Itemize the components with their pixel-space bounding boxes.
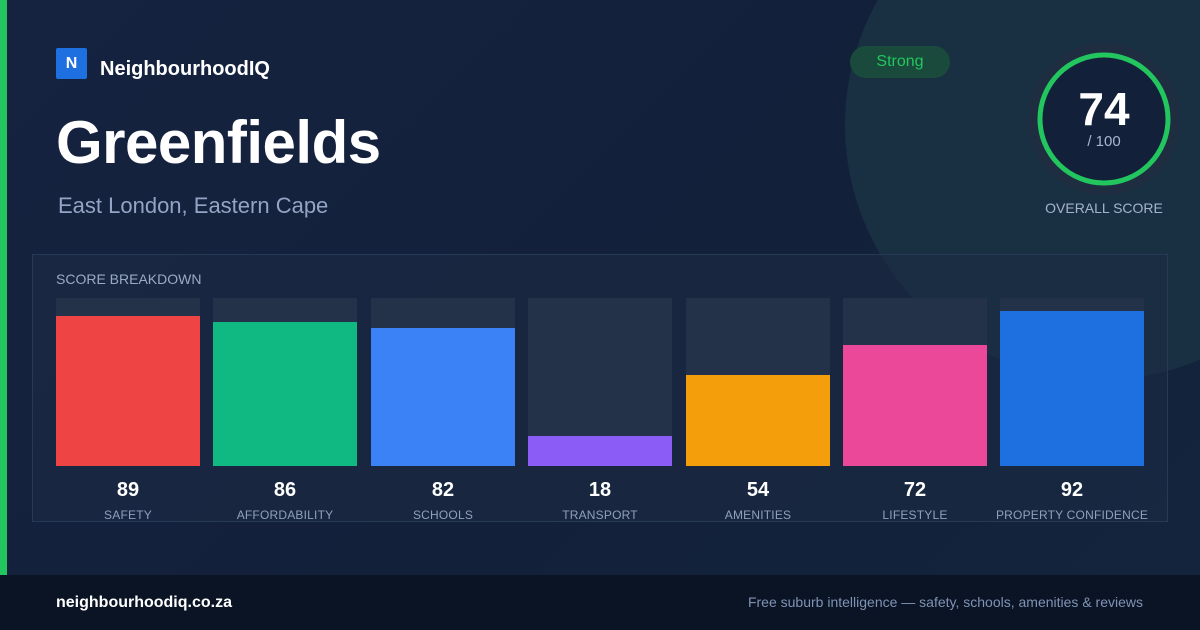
brand-name: NeighbourhoodIQ: [100, 58, 270, 80]
footer-tagline: Free suburb intelligence — safety, schoo…: [747, 594, 1143, 610]
status-badge: Strong: [850, 46, 950, 78]
score-bar-label: LIFESTYLE: [882, 508, 948, 522]
score-bar-value: 54: [746, 479, 770, 501]
score-bar-track: [371, 298, 515, 466]
score-bar-value: 82: [431, 479, 455, 501]
footer: [0, 575, 1200, 630]
score-bar: [686, 375, 830, 466]
brand-logo-icon: N: [56, 48, 87, 79]
score-bar: [528, 436, 672, 466]
overall-score-gauge: [1028, 43, 1180, 195]
score-bar-label: AFFORDABILITY: [236, 508, 334, 522]
suburb-location: East London, Eastern Cape: [58, 193, 329, 218]
score-bar: [1000, 311, 1144, 466]
score-bar-label: SCHOOLS: [412, 508, 474, 522]
score-bar-label: SAFETY: [104, 508, 152, 522]
brand: N NeighbourhoodIQ: [56, 46, 270, 81]
score-bar-value: 18: [588, 479, 612, 501]
score-bar-value: 72: [903, 479, 927, 501]
gauge-ring: [1037, 52, 1171, 186]
score-bar-track: [56, 298, 200, 466]
score-bar-track: [686, 298, 830, 466]
score-bar-track: [843, 298, 987, 466]
suburb-title: Greenfields: [56, 109, 381, 176]
score-bar-track: [528, 298, 672, 466]
gauge-inner: [1042, 57, 1166, 181]
score-bar-value: 86: [273, 479, 297, 501]
overall-score-value: 74: [1078, 83, 1130, 135]
score-bar-track: [213, 298, 357, 466]
overall-score-label: OVERALL SCORE: [1045, 200, 1163, 216]
score-bar: [843, 345, 987, 466]
footer-url[interactable]: neighbourhoodiq.co.za: [56, 594, 232, 611]
overall-score-max: / 100: [1087, 133, 1121, 150]
score-bar-label: AMENITIES: [724, 508, 792, 522]
score-bar: [371, 328, 515, 466]
score-bar-value: 89: [116, 479, 140, 501]
score-bar: [56, 316, 200, 466]
accent-bar: [0, 0, 7, 575]
score-bar-value: 92: [1060, 479, 1084, 501]
score-breakdown-title: SCORE BREAKDOWN: [56, 271, 202, 287]
score-bar-label: TRANSPORT: [562, 508, 638, 522]
score-bar: [213, 322, 357, 466]
score-bar-label: PROPERTY CONFIDENCE: [995, 508, 1149, 522]
score-bar-track: [1000, 298, 1144, 466]
